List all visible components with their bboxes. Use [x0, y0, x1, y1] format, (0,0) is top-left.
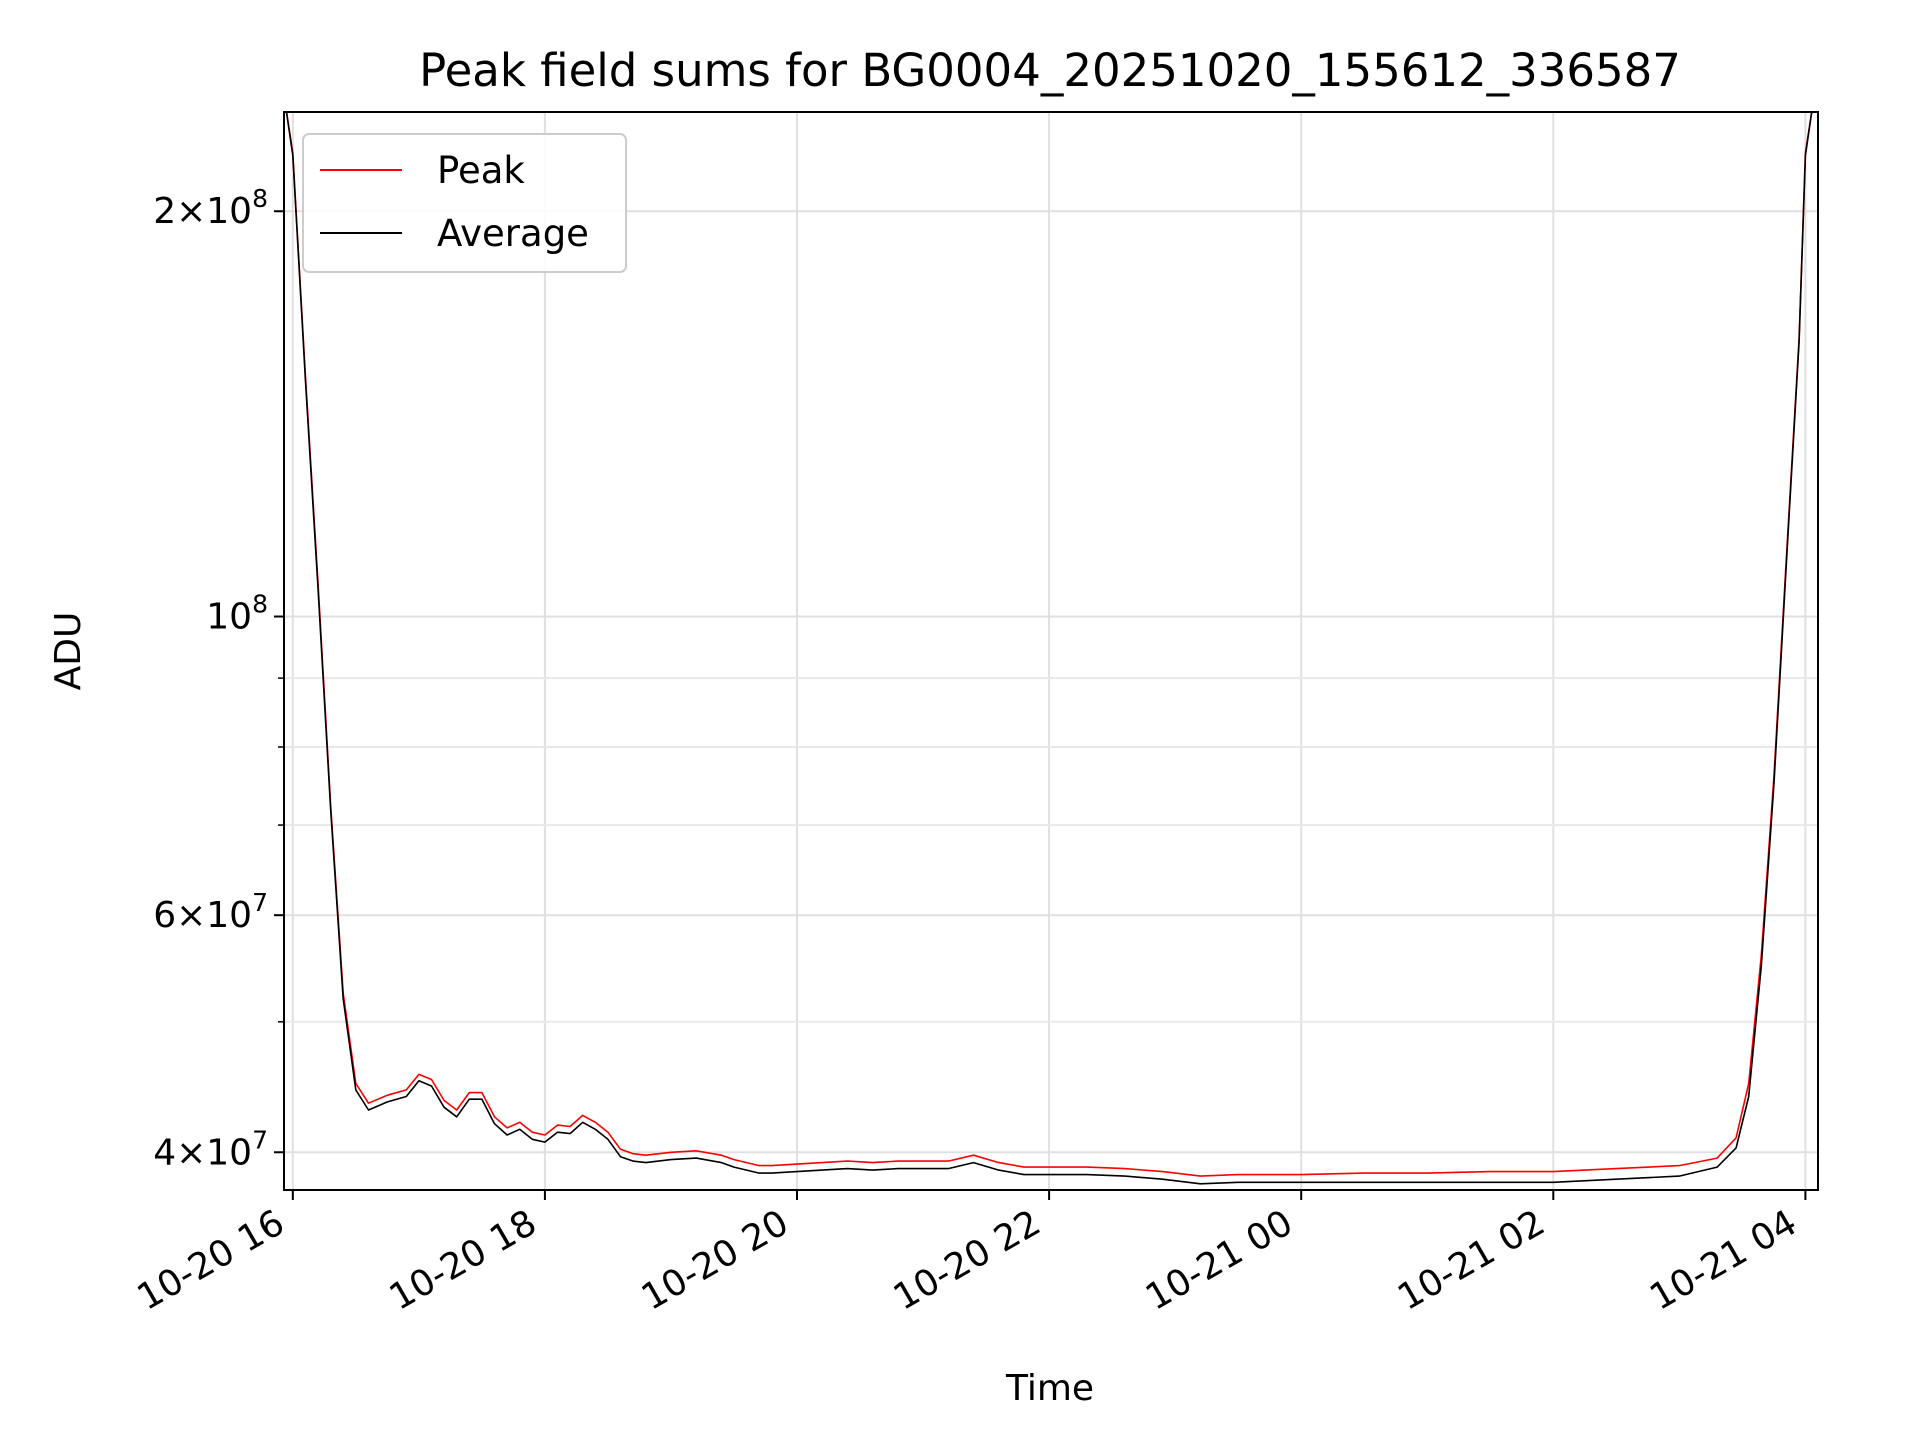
- series-layer: [285, 112, 1813, 1185]
- series-line-peak: [285, 112, 1813, 1177]
- x-axis: 10-20 16 10-20 18 10-20 20 10-20 22 10-21 00…: [131, 1190, 1807, 1319]
- x-tick-label: 10-21 04: [1643, 1202, 1804, 1318]
- plot-area: [284, 112, 1818, 1190]
- plot-frame: [283, 111, 1819, 1191]
- x-tick-label: 10-20 20: [635, 1202, 796, 1318]
- legend-label-average: Average: [437, 212, 589, 255]
- y-tick-label: 6×107: [153, 888, 268, 936]
- y-axis-label: ADU: [48, 612, 89, 691]
- x-tick-label: 10-20 18: [383, 1202, 544, 1318]
- y-tick-label: 4×107: [153, 1125, 268, 1173]
- x-tick-label: 10-21 00: [1139, 1202, 1300, 1318]
- y-tick-label: 108: [206, 590, 268, 638]
- x-tick-label: 10-20 22: [887, 1202, 1048, 1318]
- legend-box: [302, 133, 627, 273]
- x-axis-label: Time: [1005, 1368, 1094, 1409]
- legend-label-peak: Peak: [437, 149, 525, 192]
- series-line-average: [285, 112, 1813, 1185]
- x-tick-label: 10-21 02: [1391, 1202, 1552, 1318]
- y-tick-label: 2×108: [153, 184, 268, 232]
- x-tick-label: 10-20 16: [131, 1202, 292, 1318]
- chart-title: Peak field sums for BG0004_20251020_1556…: [419, 44, 1681, 97]
- legend: Peak Average: [302, 133, 627, 273]
- y-axis: 4×107 6×107 108 2×108: [153, 184, 284, 1173]
